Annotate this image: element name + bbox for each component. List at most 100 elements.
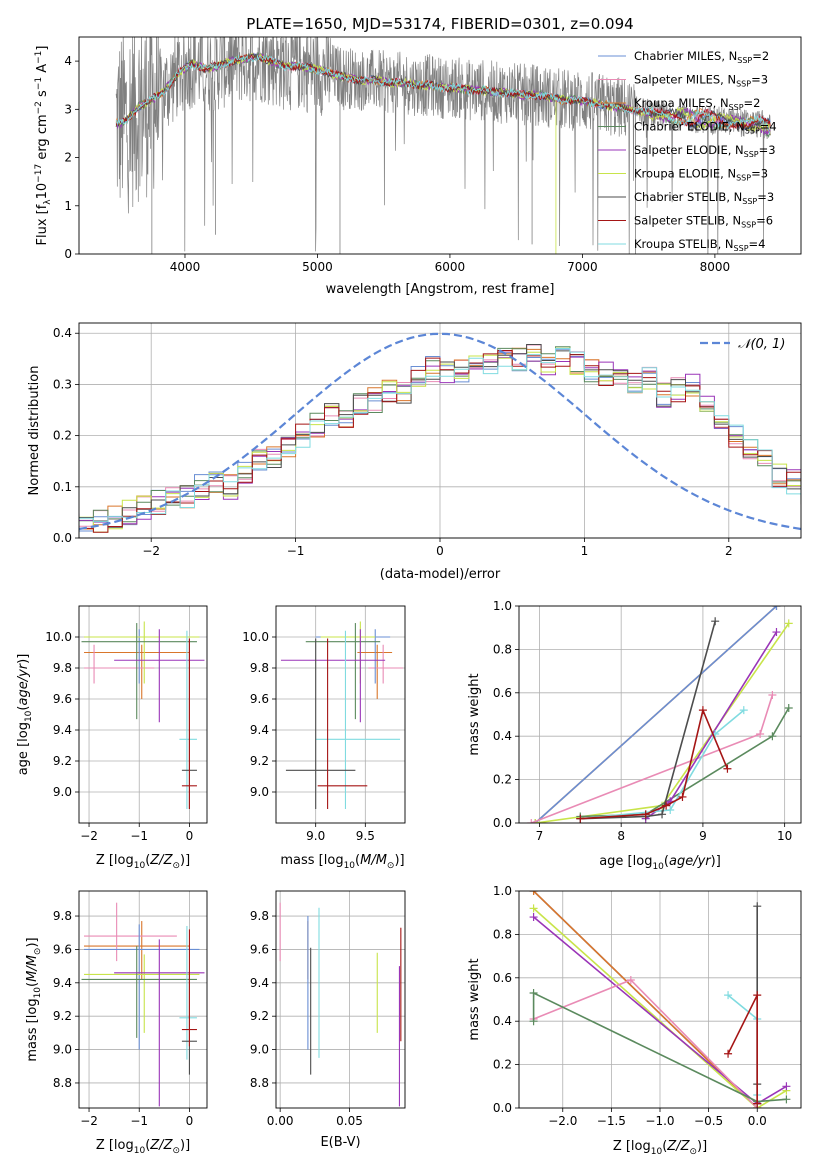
model-spectrum-salpeter-stelib [115,53,771,130]
y-tick-label: 1 [64,199,72,213]
weight-marker [662,801,671,810]
x-tick-label: −2 [142,544,160,558]
legend-entry: Chabrier ELODIE, NSSP=4 [598,120,777,136]
y-tick-label: 9.2 [250,1009,269,1023]
y-axis-label: mass [log10(M/M⊙)] [25,937,43,1061]
weight-series-salpeter-miles [527,690,777,823]
x-tick-label: 0.0 [748,1114,767,1128]
y-tick-label: 0.6 [493,971,512,985]
weight-series-salpeter-stelib [724,991,762,1108]
y-tick-label: 0.0 [53,531,72,545]
errorbar-kroupa-elodie [84,954,200,1033]
age-vs-metallicity-panel: −2 −1 0 9.0 9.2 9.4 9.6 9.8 10.0 Z [log10(Z/Z⊙)] a… [16,605,208,871]
plot-area [81,621,205,810]
weight-marker [527,819,536,823]
errorbar-kroupa-stelib [179,926,197,1060]
y-tick-label: 2 [64,151,72,165]
weight-line [580,709,745,820]
legend-label: Kroupa STELIB, NSSP=4 [634,237,765,253]
weight-marker [531,819,540,823]
y-tick-label: 1.0 [493,599,512,613]
axes-frame [78,322,802,539]
errorbar-salpeter-stelib [317,638,368,810]
x-axis-label: Z [log10(Z/Z⊙)] [96,853,190,871]
y-tick-label: 9.6 [250,942,269,956]
x-tick-label: 0.05 [336,1114,363,1128]
plot-area [81,902,205,1107]
legend-entry: Kroupa STELIB, NSSP=4 [598,237,765,253]
histogram-chabrier-stelib [79,344,801,528]
y-tick-label: 9.8 [53,909,72,923]
weight-line [727,994,758,1104]
x-tick-label: 4000 [170,260,201,274]
legend-label: Salpeter STELIB, NSSP=6 [634,214,773,230]
y-tick-label: 9.2 [250,754,269,768]
weight-vs-metallicity-panel: −2.0 −1.5 −1.0 −0.5 0.0 0.0 0.2 0.4 0.6 0.8 1.0 Z [… [467,884,802,1157]
x-tick-label: 9.5 [356,829,375,843]
y-tick-label: 9.0 [250,785,269,799]
y-tick-label: 9.4 [53,976,72,990]
weight-series-chabrier-stelib [576,617,720,823]
x-tick-label: 7000 [567,260,598,274]
weight-marker [724,1049,733,1058]
weight-marker [784,703,793,712]
x-axis-label: E(B-V) [320,1135,360,1150]
errorbar-salpeter-miles [84,902,177,962]
y-tick-label: 8.8 [53,1076,72,1090]
weight-marker [529,891,538,895]
y-tick-label: 0.6 [493,686,512,700]
weight-line [533,907,787,1108]
mass-vs-metallicity-panel: −2 −1 0 8.8 9.0 9.2 9.4 9.6 9.8 Z [log10(Z/Z⊙)] ma… [25,890,208,1156]
axes-frame [275,890,406,1109]
x-tick-label: −2 [80,829,98,843]
y-tick-label: 0.4 [493,1014,512,1028]
x-tick-label: 1 [581,544,589,558]
axes-frame [275,605,406,824]
axes-frame [78,605,208,824]
errorbar-salpeter-elodie [114,939,205,1107]
x-tick-label: 7 [536,829,544,843]
x-tick-label: −0.5 [694,1114,723,1128]
x-tick-label: −2 [80,1114,98,1128]
weight-line [580,620,716,820]
y-tick-label: 9.0 [250,1043,269,1057]
y-tick-label: 9.6 [53,942,72,956]
y-tick-label: 0.8 [493,642,512,656]
errorbar-salpeter-stelib [181,638,197,810]
x-axis-label: wavelength [Angstrom, rest frame] [326,282,555,297]
mass-vs-ebv-panel: 0.00 0.05 8.8 9.0 9.2 9.4 9.6 9.8 E(B-V) [250,890,406,1150]
weight-line [645,631,778,820]
y-tick-label: 9.4 [250,723,269,737]
residuals-histogram-panel: −2 −1 0 1 2 0.0 0.1 0.2 0.3 0.4 (data-model)/error… [27,322,802,582]
errorbar-kroupa-stelib [315,630,401,810]
legend-entry: Salpeter ELODIE, NSSP=3 [598,143,776,159]
y-tick-label: 0.0 [493,816,512,830]
weight-marker [529,1017,538,1026]
histogram-kroupa-stelib [79,348,801,534]
x-tick-label: 0 [436,544,444,558]
y-tick-label: 0.2 [493,773,512,787]
legend-entry: Kroupa ELODIE, NSSP=3 [598,167,768,183]
y-tick-label: 9.4 [53,723,72,737]
weight-series-chabrier-elodie [576,703,793,821]
axes-frame [518,605,802,824]
weight-series-salpeter-miles [529,975,762,1108]
y-tick-label: 8.8 [250,1076,269,1090]
weight-line [534,606,778,823]
y-tick-label: 0.4 [53,326,72,340]
x-tick-label: 10 [777,829,792,843]
x-axis-label: (data-model)/error [380,567,501,582]
weight-line [580,707,790,818]
legend-label: Chabrier ELODIE, NSSP=4 [634,120,777,136]
plot-area [279,902,402,1107]
y-tick-label: 0.1 [53,480,72,494]
plot-area [115,37,771,254]
y-tick-label: 9.6 [250,692,269,706]
weight-marker [772,606,781,610]
errorbar-salpeter-miles [368,644,404,684]
weight-line [580,707,729,820]
errorbar-salpeter-stelib [181,929,197,1047]
y-tick-label: 3 [64,102,72,116]
x-tick-label: 9 [699,829,707,843]
errorbar-salpeter-elodie [280,629,386,723]
